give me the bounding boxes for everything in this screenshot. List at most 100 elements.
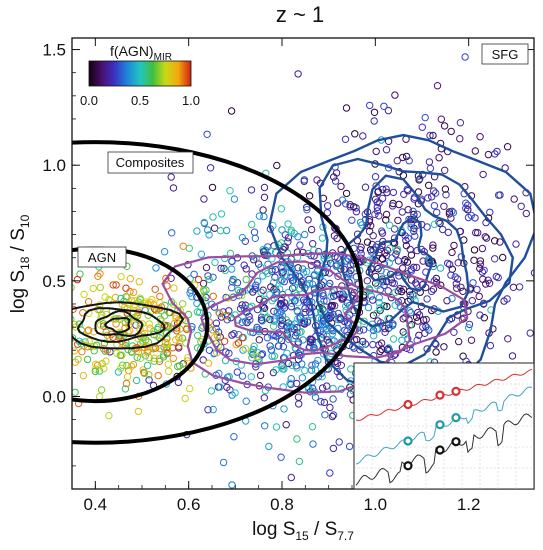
scatter-point bbox=[334, 272, 342, 280]
scatter-point bbox=[379, 185, 387, 194]
scatter-point bbox=[323, 297, 331, 305]
scatter-point bbox=[324, 202, 332, 210]
scatter-point bbox=[334, 199, 342, 207]
scatter-point bbox=[223, 316, 231, 324]
scatter-point bbox=[493, 147, 501, 156]
scatter-point bbox=[423, 324, 432, 332]
scatter-point bbox=[167, 274, 175, 282]
scatter-point bbox=[388, 279, 396, 287]
scatter-point bbox=[254, 277, 262, 285]
scatter-point bbox=[400, 257, 408, 265]
scatter-point bbox=[154, 371, 162, 380]
scatter-point bbox=[224, 311, 232, 320]
scatter-point bbox=[259, 206, 267, 214]
scatter-point bbox=[370, 108, 379, 117]
scatter-point bbox=[350, 336, 359, 344]
scatter-point bbox=[276, 277, 285, 285]
scatter-point bbox=[333, 367, 341, 376]
scatter-point bbox=[293, 364, 301, 372]
scatter-point bbox=[169, 344, 177, 352]
scatter-point bbox=[278, 365, 287, 373]
scatter-point bbox=[163, 329, 171, 337]
scatter-point bbox=[278, 312, 287, 320]
y-tick-label: 0.5 bbox=[42, 272, 66, 291]
scatter-point bbox=[282, 316, 291, 324]
scatter-point bbox=[526, 329, 534, 337]
scatter-point bbox=[156, 299, 164, 307]
x-axis-label: log S15 / S7.7 bbox=[252, 519, 354, 543]
scatter-point bbox=[51, 307, 57, 313]
scatter-point bbox=[266, 342, 274, 350]
scatter-point bbox=[447, 127, 455, 136]
scatter-point bbox=[266, 315, 274, 324]
scatter-point bbox=[425, 158, 434, 166]
scatter-point bbox=[314, 247, 323, 256]
scatter-point bbox=[422, 322, 430, 331]
scatter-point bbox=[465, 320, 474, 329]
contour-layer bbox=[72, 133, 534, 394]
scatter-point bbox=[368, 240, 376, 249]
x-tick-label: 0.6 bbox=[177, 495, 201, 514]
scatter-point bbox=[228, 481, 236, 489]
scatter-point bbox=[415, 331, 423, 339]
axis-ticks: 0.4 0.6 0.8 1.0 1.2 0.0 0.5 1.0 1.5 bbox=[42, 38, 534, 514]
scatter-point bbox=[210, 224, 219, 232]
scatter-point bbox=[496, 238, 504, 246]
scatter-point bbox=[136, 325, 144, 334]
scatter-point bbox=[480, 266, 488, 274]
scatter-point bbox=[320, 297, 328, 305]
colorbar-tick-label: 1.0 bbox=[182, 93, 200, 108]
scatter-point bbox=[64, 331, 70, 337]
scatter-point bbox=[143, 361, 152, 370]
scatter-point bbox=[392, 250, 400, 258]
scatter-point bbox=[282, 332, 290, 341]
contour-agn bbox=[72, 301, 184, 350]
scatter-point bbox=[106, 297, 115, 305]
scatter-point bbox=[418, 123, 426, 131]
inset-marker bbox=[403, 399, 413, 410]
scatter-point bbox=[269, 322, 278, 330]
scatter-point bbox=[40, 306, 46, 312]
scatter-point bbox=[230, 330, 238, 338]
scatter-point bbox=[170, 319, 179, 328]
scatter-point bbox=[444, 259, 452, 267]
scatter-point bbox=[435, 154, 443, 162]
scatter-point bbox=[370, 117, 378, 125]
scatter-point bbox=[301, 230, 309, 239]
scatter-point bbox=[83, 355, 92, 364]
scatter-point bbox=[383, 346, 391, 354]
scatter-point bbox=[72, 388, 79, 396]
inset-marker bbox=[451, 386, 461, 396]
scatter-point bbox=[433, 208, 441, 217]
scatter-point bbox=[113, 349, 121, 357]
scatter-point bbox=[250, 228, 259, 236]
label-composites: Composites bbox=[107, 151, 194, 174]
scatter-point bbox=[205, 275, 213, 284]
scatter-point bbox=[446, 260, 454, 269]
chart-title: z ~ 1 bbox=[276, 2, 324, 27]
scatter-point bbox=[199, 356, 207, 364]
scatter-point bbox=[448, 294, 456, 303]
scatter-point bbox=[432, 189, 440, 197]
scatter-point bbox=[428, 193, 436, 201]
scatter-point bbox=[114, 368, 123, 376]
scatter-point bbox=[473, 285, 481, 294]
scatter-point bbox=[343, 257, 351, 265]
scatter-point bbox=[329, 411, 338, 419]
scatter-point bbox=[455, 337, 463, 346]
scatter-point bbox=[407, 309, 415, 317]
scatter-point bbox=[260, 304, 269, 312]
scatter-point bbox=[174, 362, 182, 371]
scatter-point bbox=[348, 216, 356, 224]
scatter-point bbox=[369, 340, 377, 349]
scatter-point bbox=[429, 285, 438, 293]
scatter-point bbox=[94, 272, 102, 280]
scatter-point bbox=[441, 166, 449, 175]
scatter-point bbox=[342, 104, 351, 112]
scatter-point bbox=[303, 318, 312, 326]
scatter-point bbox=[447, 271, 455, 279]
scatter-point bbox=[327, 303, 335, 311]
scatter-point bbox=[320, 398, 329, 407]
scatter-point bbox=[105, 411, 113, 420]
